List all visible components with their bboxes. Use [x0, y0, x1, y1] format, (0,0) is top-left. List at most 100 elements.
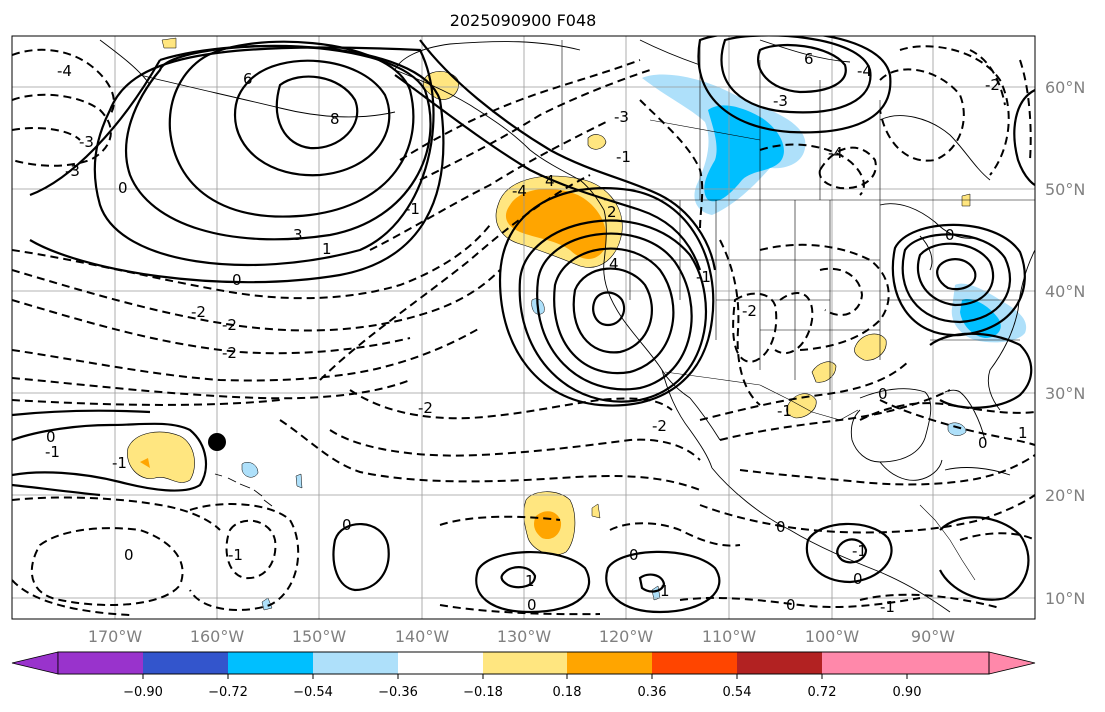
contour-dash-trop-6 — [609, 522, 741, 547]
contour-label: 0 — [232, 271, 242, 289]
contour-solid-carib-1 — [805, 522, 893, 584]
contour-solid-hawaii-2 — [12, 409, 151, 417]
coast-florida — [944, 389, 986, 441]
colorbar-segment — [228, 652, 313, 674]
contour-solid-carib-2 — [836, 538, 868, 564]
contour-label: -3 — [773, 92, 788, 110]
contour-label: -4 — [828, 144, 843, 162]
contour-dash-us-4 — [759, 243, 890, 351]
colorbar-tick: −0.36 — [378, 685, 418, 700]
contour-label: 0 — [527, 596, 537, 614]
contours-layer — [12, 36, 1035, 616]
lon-label-100w: 100°W — [805, 627, 860, 646]
contour-label: 0 — [46, 428, 56, 446]
colorbar-lowest-segment — [58, 652, 143, 674]
contour-low-east-1 — [936, 258, 977, 291]
shade-pos-dot — [591, 503, 601, 519]
contour-label: -2 — [222, 316, 237, 334]
shade-pos-pacific-nw-core — [505, 188, 607, 259]
contour-label: -4 — [57, 62, 72, 80]
coast-mexico-pacific — [711, 467, 951, 613]
contour-label: -1 — [880, 598, 895, 616]
contour-dash-gulf-5 — [679, 596, 921, 608]
lon-label-90w: 90°W — [911, 627, 955, 646]
contour-label: -3 — [65, 162, 80, 180]
contour-label: -1 — [777, 402, 792, 420]
contour-dash-pacific-12 — [12, 579, 131, 616]
contour-label: -3 — [79, 133, 94, 151]
contour-label: -1 — [616, 148, 631, 166]
contour-dash-pacific-11 — [30, 527, 184, 606]
contour-low-east-4 — [891, 223, 1026, 337]
colorbar-tick: 0.72 — [808, 685, 837, 700]
contour-low-west-6 — [498, 187, 715, 407]
colorbar-segment — [737, 652, 822, 674]
contour-dash-trop-7 — [439, 515, 561, 526]
contour-dash-us-6 — [699, 359, 911, 421]
lon-label-170w: 170°W — [88, 627, 143, 646]
contour-label: 1 — [1018, 424, 1028, 442]
contour-dash-pacific-1 — [12, 224, 491, 300]
map-title: 2025090900 F048 — [450, 11, 597, 30]
contour-dash-coast-3 — [419, 69, 651, 181]
colorbar-tick: 0.18 — [553, 685, 582, 700]
colorbar-tick: −0.18 — [463, 685, 503, 700]
contour-dash-canada-5 — [899, 45, 1010, 176]
contour-dash-canada-1 — [639, 99, 704, 231]
contour-dash-coast-2 — [369, 119, 611, 251]
contour-label: -1 — [112, 454, 127, 472]
lon-label-130w: 130°W — [497, 627, 552, 646]
contour-label: -1 — [45, 443, 60, 461]
contour-high-nw-2 — [233, 59, 391, 177]
lat-label-30n: 30°N — [1045, 384, 1085, 403]
colorbar: −0.90 −0.72 −0.54 −0.36 −0.18 0.18 0.36 … — [11, 651, 1036, 700]
contour-solid-trop-1 — [475, 551, 591, 614]
contour-label: 3 — [293, 226, 303, 244]
contour-dash-pacific-6 — [12, 399, 281, 406]
contour-dash-canada-4 — [879, 68, 965, 162]
lon-label-150w: 150°W — [292, 627, 347, 646]
contour-dash-pacific-9 — [279, 419, 701, 491]
contour-low-east-2 — [916, 242, 995, 307]
contour-label: 8 — [330, 110, 340, 128]
contour-low-west-2 — [572, 267, 653, 354]
contour-dash-pacific-10 — [12, 496, 221, 531]
contour-low-far-nw-3 — [12, 127, 81, 141]
contour-dash-canada-3 — [818, 146, 877, 190]
contour-dash-gulf-2 — [739, 454, 1035, 486]
contour-label: 4 — [609, 255, 619, 273]
coast-cuba — [944, 467, 1011, 476]
coast-gulf — [850, 388, 932, 463]
contour-label: 0 — [629, 546, 639, 564]
colorbar-tick: −0.72 — [208, 685, 248, 700]
colorbar-segment — [567, 652, 652, 674]
contour-high-nw-1 — [275, 75, 359, 150]
contour-dash-us-1 — [719, 239, 761, 406]
shade-pos-bc — [587, 134, 607, 150]
contour-dash-pacific-14 — [189, 503, 300, 611]
lon-labels: 170°W 160°W 150°W 140°W 130°W 120°W 110°… — [88, 627, 955, 646]
contour-solid-carib-3 — [939, 516, 1030, 601]
contour-low-far-nw-1 — [12, 48, 115, 116]
contour-high-nw-3 — [168, 40, 415, 218]
contour-solid-trop-2 — [500, 566, 537, 589]
contour-label: 6 — [243, 70, 253, 88]
lat-label-50n: 50°N — [1045, 180, 1085, 199]
coast-alaska-north — [394, 41, 581, 71]
contour-label: 1 — [525, 572, 535, 590]
contour-dash-pacific-4 — [12, 327, 481, 382]
shade-pos-hawaii-core — [140, 458, 150, 468]
shade-neg-bits-4 — [947, 422, 967, 436]
contour-dash-coast-4 — [399, 59, 641, 161]
contour-dash-pacific-8 — [329, 429, 701, 461]
colorbar-tick: −0.54 — [293, 685, 333, 700]
contour-label: -1 — [405, 200, 420, 218]
coast-alaska-gulf — [394, 69, 605, 211]
shade-neg-bits-2 — [295, 473, 303, 489]
contour-dash-us-5 — [819, 267, 864, 316]
colorbar-tick: −0.90 — [123, 685, 163, 700]
contour-dash-trop-8 — [439, 604, 601, 616]
colorbar-tick: 0.36 — [638, 685, 667, 700]
colorbar-extend-low — [11, 651, 59, 675]
